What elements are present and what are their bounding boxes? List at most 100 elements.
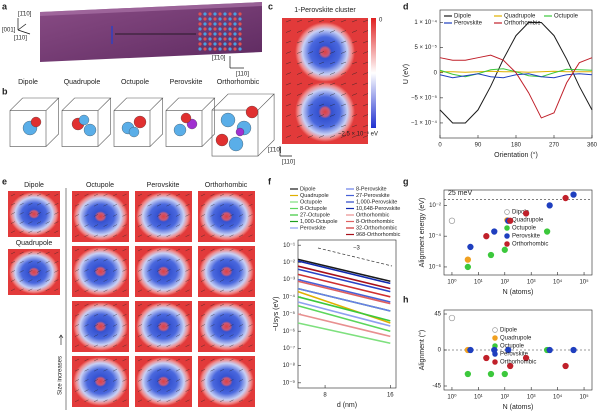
field-arrow [156, 248, 162, 252]
field-arrow [166, 324, 171, 327]
field-arrow [318, 30, 325, 33]
atom [180, 112, 192, 124]
field-arrow [229, 399, 234, 402]
field-arrow [285, 72, 292, 75]
field-arrow [210, 193, 215, 197]
x-tick-label: 8 [323, 393, 327, 399]
label: [001] [2, 28, 16, 34]
legend-swatch [492, 359, 498, 365]
atom [128, 126, 140, 138]
field-arrow [238, 358, 244, 362]
panel-label: e [2, 176, 7, 186]
field-arrow [248, 214, 253, 217]
field-arrow [285, 30, 292, 33]
field-arrow [103, 269, 108, 272]
field-arrow [296, 135, 303, 138]
field-arrow [45, 261, 50, 264]
atom [30, 116, 42, 128]
legend-label: Octupole [300, 199, 322, 205]
field-arrow [219, 399, 225, 402]
field-map [73, 247, 128, 296]
panel-label: h [403, 294, 409, 304]
field-arrow [185, 303, 190, 307]
field-arrow [238, 214, 244, 217]
x-axis-label: Orientation (°) [494, 151, 538, 159]
series-line [297, 305, 391, 332]
field-arrow [210, 389, 215, 392]
field-arrow [19, 212, 24, 215]
point [467, 346, 474, 354]
field-arrow [166, 224, 171, 227]
legend-label: 1,000-Octupole [300, 219, 338, 225]
colorbar [371, 18, 376, 128]
field-arrow [137, 204, 143, 207]
field-arrow [200, 344, 206, 347]
field-arrow [307, 93, 314, 96]
field-arrow [219, 389, 225, 392]
field-arrow [362, 30, 369, 33]
lattice-atom [213, 32, 217, 36]
cluster-label: Orthorhombic [217, 79, 260, 86]
point [522, 210, 530, 217]
field-arrow [74, 314, 80, 317]
lattice-atom [203, 27, 207, 31]
x-tick-label: 10⁴ [553, 279, 563, 286]
point [491, 228, 498, 235]
lattice-atom [208, 17, 212, 21]
y-tick-label: 10⁻⁶ [429, 264, 442, 271]
field-arrow [210, 303, 215, 307]
lattice-atom [238, 42, 242, 46]
lattice-atom [198, 12, 202, 16]
point [543, 228, 551, 235]
legend-label: 27-Octupole [300, 212, 330, 218]
field-arrow [285, 82, 292, 86]
field-arrow [175, 358, 181, 362]
field-arrow [340, 51, 347, 54]
lattice-atom [223, 42, 227, 46]
field-arrow [248, 389, 253, 392]
lattice-atom [218, 32, 222, 36]
atom [215, 133, 229, 147]
field-arrow [122, 234, 127, 237]
field-arrow [229, 324, 234, 327]
field-arrow [112, 289, 118, 292]
field-arrow [36, 270, 42, 273]
field-arrow [296, 19, 303, 23]
field-arrow [112, 389, 118, 392]
panel-label: g [403, 176, 409, 186]
field-arrow [351, 114, 358, 117]
x-tick-label: 10³ [527, 280, 536, 286]
x-axis-label: N (atoms) [503, 404, 534, 411]
point [448, 314, 456, 322]
field-arrow [112, 344, 118, 347]
y-tick-label: 10⁻⁹ [283, 379, 296, 386]
y-tick-label: 10⁻⁶ [283, 328, 296, 335]
field-arrow [147, 234, 152, 237]
cube [9, 97, 60, 147]
point [501, 370, 508, 378]
legend-label: 1,000-Perovskite [356, 199, 397, 205]
legend-label: Orthorhombic [500, 360, 536, 366]
point [491, 346, 498, 354]
field-arrow [175, 334, 181, 337]
field-arrow [307, 19, 314, 23]
legend-label: Octupole [500, 344, 525, 350]
field-arrow [156, 303, 162, 307]
field-arrow [285, 114, 292, 117]
field-arrow [185, 379, 190, 382]
legend-label: Dipole [300, 186, 316, 192]
field-map [136, 302, 191, 351]
field-arrow [122, 344, 127, 347]
field-arrow [147, 344, 152, 347]
field-arrow [103, 214, 108, 217]
field-arrow [147, 389, 152, 392]
field-arrow [307, 135, 314, 138]
field-arrow [10, 193, 16, 197]
field-arrow [36, 221, 42, 224]
field-arrow [248, 358, 253, 362]
x-tick-label: 90 [475, 143, 482, 149]
lattice-atom [198, 37, 202, 41]
field-arrow [54, 212, 59, 215]
field-arrow [351, 51, 358, 54]
field-arrow [340, 61, 347, 65]
